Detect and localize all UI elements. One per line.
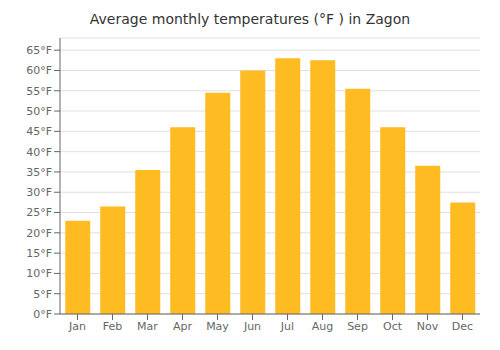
svg-text:25°F: 25°F [26,206,52,219]
svg-text:5°F: 5°F [33,288,52,301]
svg-text:65°F: 65°F [26,44,52,57]
svg-text:60°F: 60°F [26,64,52,77]
svg-text:May: May [206,320,229,333]
svg-text:Dec: Dec [452,320,473,333]
svg-text:Aug: Aug [312,320,333,333]
svg-text:45°F: 45°F [26,125,52,138]
svg-text:Nov: Nov [417,320,439,333]
html-text:Average monthly temperatures (: Average monthly temperatures (°F ) in Za… [89,11,411,27]
svg-text:Oct: Oct [383,320,403,333]
svg-text:Jul: Jul [280,320,294,333]
svg-text:Feb: Feb [103,320,122,333]
svg-text:Mar: Mar [137,320,158,333]
svg-text:55°F: 55°F [26,85,52,98]
svg-text:15°F: 15°F [26,247,52,260]
svg-text:10°F: 10°F [26,267,52,280]
svg-text:50°F: 50°F [26,105,52,118]
svg-text:20°F: 20°F [26,227,52,240]
svg-text:30°F: 30°F [26,186,52,199]
svg-text:35°F: 35°F [26,166,52,179]
svg-text:Jan: Jan [68,320,86,333]
svg-text:Sep: Sep [347,320,368,333]
svg-text:0°F: 0°F [33,308,52,321]
svg-text:40°F: 40°F [26,146,52,159]
svg-text:Jun: Jun [243,320,261,333]
svg-text:Apr: Apr [173,320,193,333]
